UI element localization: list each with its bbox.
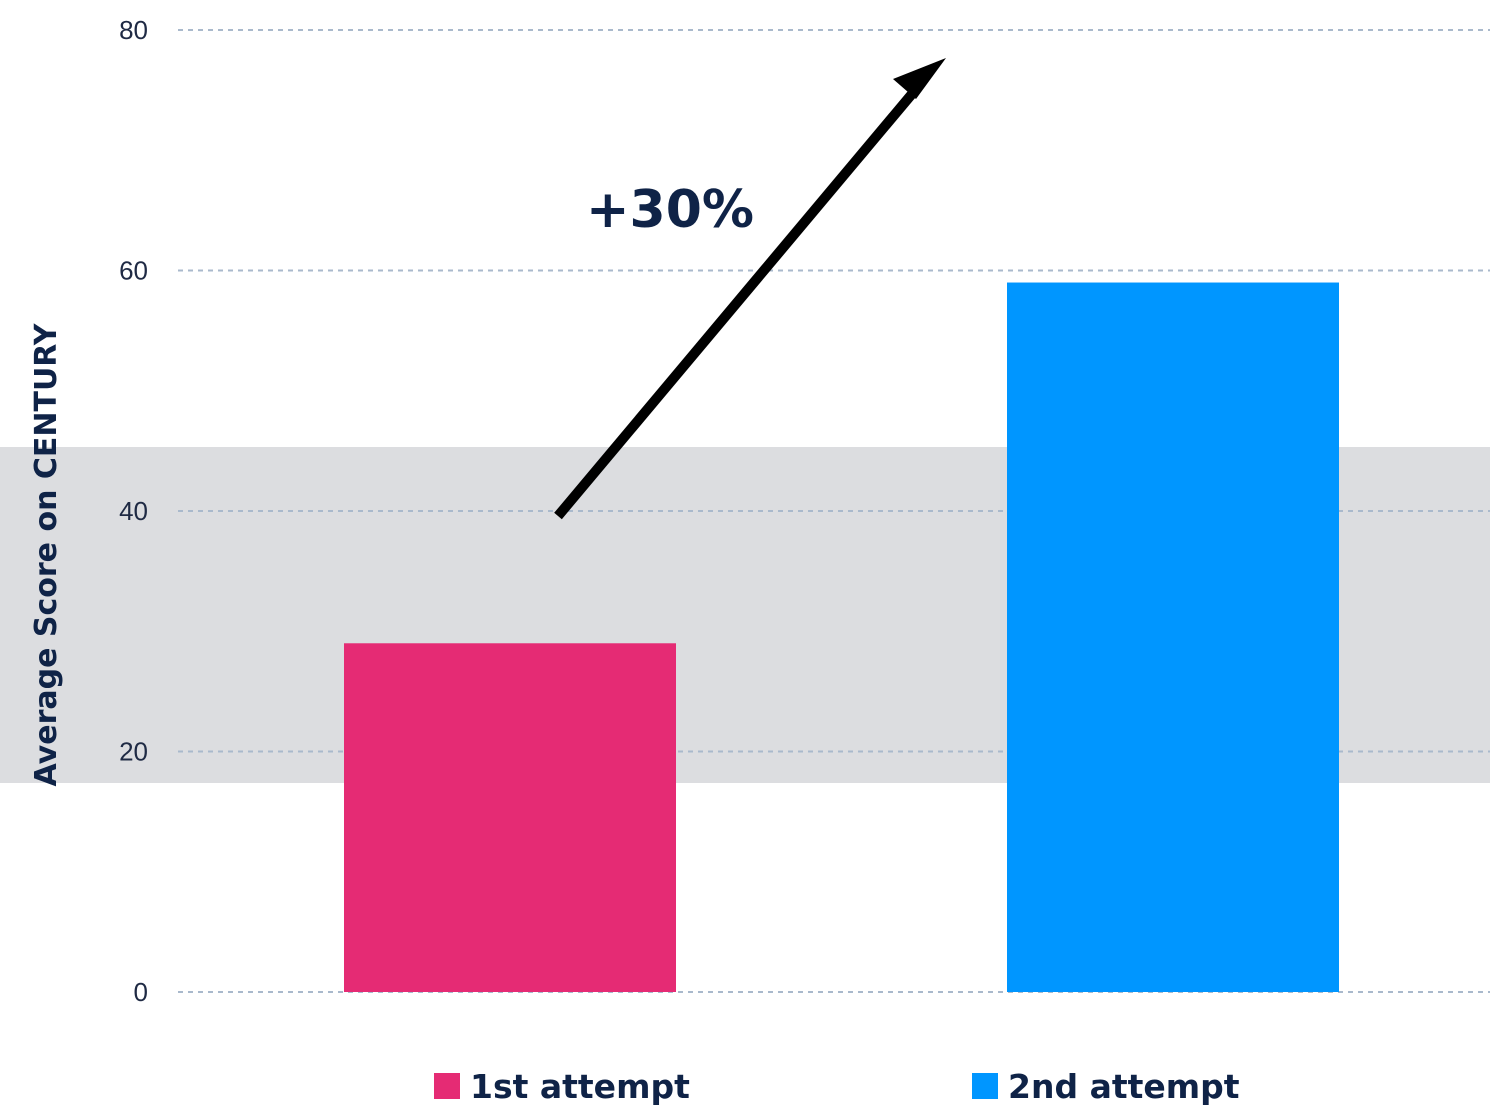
y-axis-ticks: 0 20 40 60 80 bbox=[119, 15, 148, 1007]
legend-label-2nd-attempt: 2nd attempt bbox=[1008, 1066, 1240, 1106]
y-axis-label: Average Score on CENTURY bbox=[29, 322, 64, 786]
bar-2nd-attempt bbox=[1007, 282, 1339, 992]
arrow-head bbox=[893, 58, 946, 99]
legend-label-1st-attempt: 1st attempt bbox=[470, 1066, 690, 1106]
increase-annotation: +30% bbox=[586, 180, 754, 240]
legend-item-1st-attempt: 1st attempt bbox=[434, 1066, 690, 1106]
y-tick-label-40: 40 bbox=[119, 496, 148, 526]
legend-swatch-2nd-attempt bbox=[972, 1073, 998, 1099]
legend-swatch-1st-attempt bbox=[434, 1073, 460, 1099]
y-tick-label-80: 80 bbox=[119, 15, 148, 45]
y-tick-label-0: 0 bbox=[134, 977, 148, 1007]
y-tick-label-60: 60 bbox=[119, 256, 148, 286]
bars bbox=[344, 282, 1339, 992]
arrow-shaft bbox=[554, 78, 926, 520]
legend-item-2nd-attempt: 2nd attempt bbox=[972, 1066, 1240, 1106]
y-tick-label-20: 20 bbox=[119, 737, 148, 767]
increase-arrow bbox=[554, 58, 946, 520]
bar-1st-attempt bbox=[344, 643, 676, 992]
